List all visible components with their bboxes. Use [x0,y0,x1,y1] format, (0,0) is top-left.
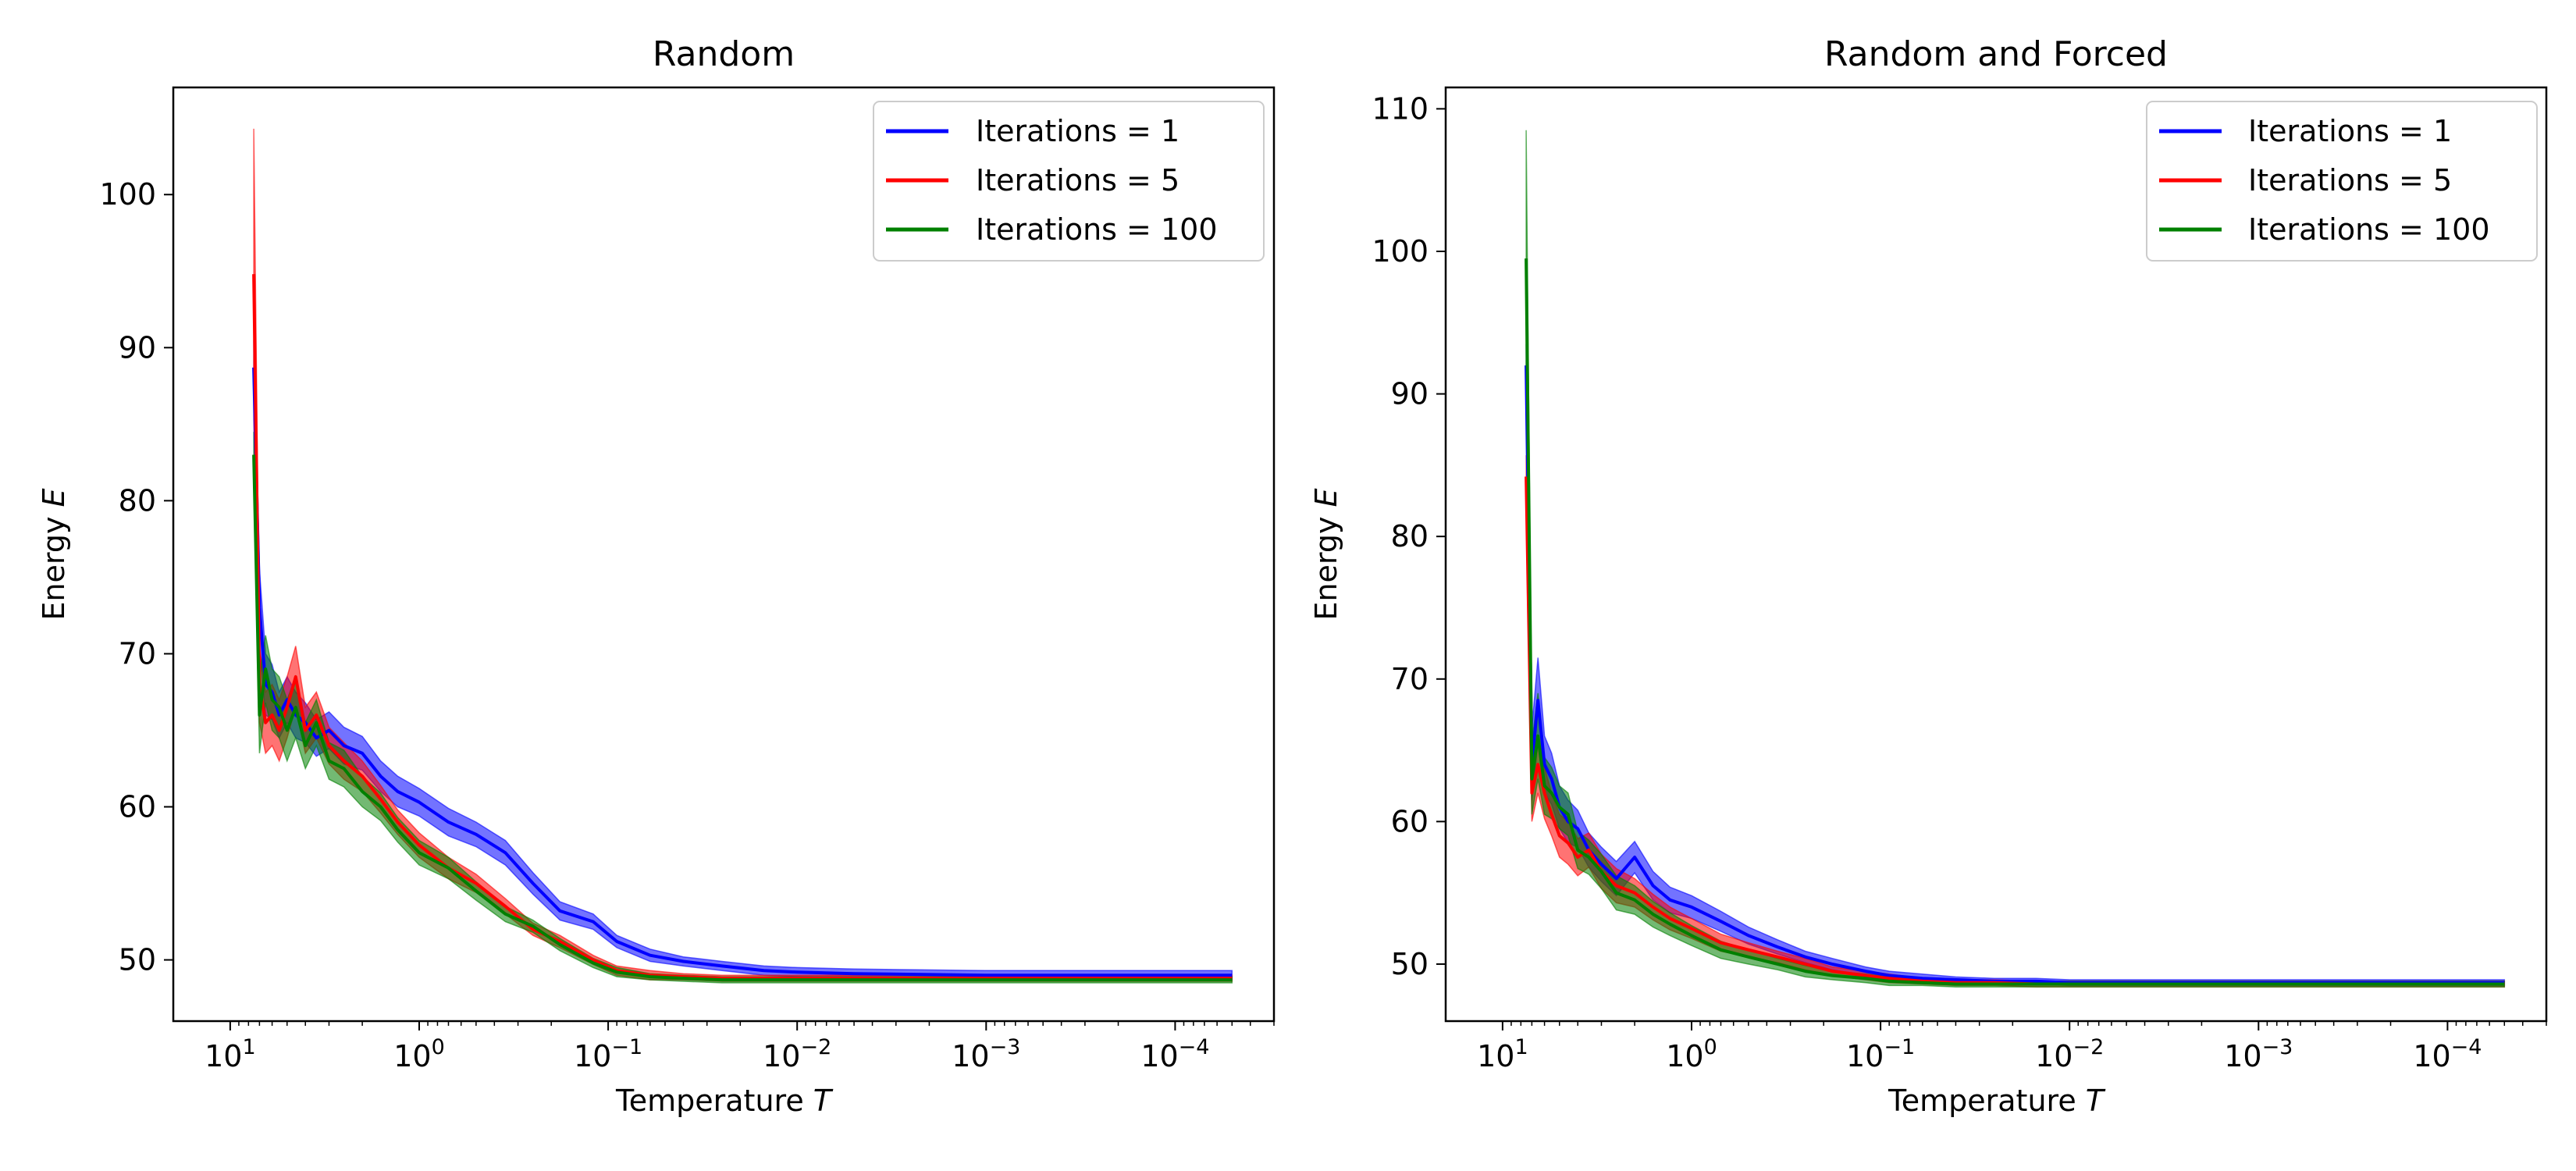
plot-area [1525,130,2506,988]
y-tick-label: 70 [1391,662,1429,696]
y-tick-label: 80 [119,483,156,518]
y-tick-label: 100 [99,177,156,212]
chart-title: Random [653,34,795,74]
series-line [252,367,1233,977]
legend-label: Iterations = 5 [976,163,1179,198]
y-tick-label: 100 [1372,234,1429,269]
chart-panel-random-and-forced: Random and Forced 101 100 10−1 10−2 10−3 10−4… [1309,34,2548,1118]
chart-title: Random and Forced [1824,34,2168,74]
legend: Iterations = 1 Iterations = 5 Iterations… [873,101,1265,262]
y-tick-label: 90 [1391,377,1429,411]
legend-label: Iterations = 5 [2248,163,2452,198]
chart-panel-random: Random 101 100 10−1 10−2 10−3 10−450607080901… [37,34,1276,1118]
x-tick-label: 10−3 [2224,1035,2293,1073]
legend-label: Iterations = 1 [976,114,1179,148]
legend-box [2146,101,2538,262]
y-tick-label: 70 [119,636,156,671]
x-tick-label: 10−1 [574,1035,642,1073]
axis-ticks: 101 100 10−1 10−2 10−3 10−4 50 60 70 80 90 100 110 [1372,91,2547,1073]
y-tick-label: 110 [1372,91,1429,126]
legend-box [873,101,1265,262]
axis-ticks: 101 100 10−1 10−2 10−3 10−4 50 60 70 80 90 100 [99,177,1275,1073]
y-tick-label: 50 [119,943,156,977]
y-tick-label: 80 [1391,519,1429,553]
x-axis-label: Temperature T [615,1084,834,1118]
y-axis-label: Energy E [37,488,71,620]
plot-area [252,128,1233,984]
legend: Iterations = 1 Iterations = 5 Iterations… [2146,101,2538,262]
x-axis-label: Temperature T [1888,1084,2106,1118]
series-band [253,432,1233,984]
plot-frame [172,86,1276,1023]
legend-label: Iterations = 1 [2248,114,2452,148]
x-tick-label: 10−3 [952,1035,1020,1073]
x-tick-label: 100 [393,1035,445,1073]
y-tick-label: 50 [1391,947,1429,981]
x-tick-label: 101 [205,1035,256,1073]
legend-label: Iterations = 100 [976,212,1218,247]
y-tick-label: 60 [1391,804,1429,838]
series-band [1525,130,2506,988]
x-tick-label: 10−1 [1846,1035,1915,1073]
y-axis-label: Energy E [1309,488,1343,620]
series-line [1525,258,2505,986]
x-tick-label: 10−4 [2413,1035,2482,1073]
y-tick-label: 90 [119,330,156,365]
x-tick-label: 10−2 [2035,1035,2104,1073]
x-tick-label: 10−2 [763,1035,831,1073]
x-tick-label: 101 [1477,1035,1528,1073]
x-tick-label: 10−4 [1140,1035,1209,1073]
series-line [252,454,1233,982]
y-tick-label: 60 [119,790,156,824]
plot-frame [1444,86,2548,1023]
x-tick-label: 100 [1666,1035,1717,1073]
legend-label: Iterations = 100 [2248,212,2490,247]
